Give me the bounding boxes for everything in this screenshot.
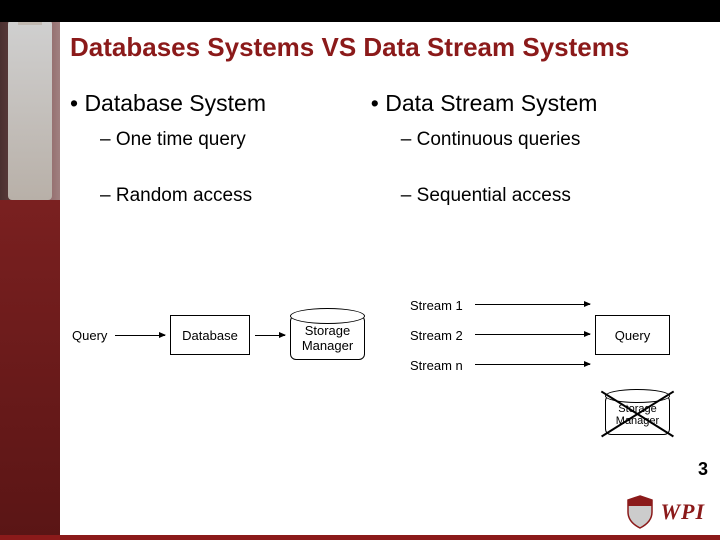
arrow-icon (475, 364, 590, 365)
storage-manager-box: Storage Manager (290, 315, 365, 360)
left-heading: • Database System (70, 90, 371, 117)
right-item-1: – Continuous queries (401, 129, 710, 151)
logo-text: WPI (660, 499, 705, 525)
top-black-bar (0, 0, 720, 22)
diagrams-area: Query Database Storage Manager Stream 1 … (70, 290, 710, 470)
stream-2-label: Stream 2 (410, 328, 463, 343)
query-box: Query (595, 315, 670, 355)
arrow-icon (475, 304, 590, 305)
right-column: • Data Stream System – Continuous querie… (371, 90, 710, 241)
content-area: • Database System – One time query – Ran… (70, 90, 710, 241)
database-box: Database (170, 315, 250, 355)
storage-line1: Storage (305, 323, 351, 338)
shield-icon (624, 494, 656, 530)
stream-n-label: Stream n (410, 358, 463, 373)
sidebar-decorative-image (0, 0, 60, 540)
storage-line2: Manager (302, 338, 353, 353)
left-item-2: – Random access (100, 185, 371, 207)
arrow-icon (255, 335, 285, 336)
left-column: • Database System – One time query – Ran… (70, 90, 371, 241)
slide-title: Databases Systems VS Data Stream Systems (70, 32, 629, 63)
right-heading: • Data Stream System (371, 90, 710, 117)
arrow-icon (115, 335, 165, 336)
left-item-1: – One time query (100, 129, 371, 151)
query-label: Query (72, 328, 107, 343)
right-item-2: – Sequential access (401, 185, 710, 207)
wpi-logo: WPI (624, 494, 705, 530)
footer-red-bar (0, 535, 720, 540)
stream-diagram: Stream 1 Stream 2 Stream n Query Storage… (420, 290, 710, 470)
page-number: 3 (698, 459, 708, 480)
stream-1-label: Stream 1 (410, 298, 463, 313)
database-diagram: Query Database Storage Manager (70, 290, 420, 410)
arrow-icon (475, 334, 590, 335)
